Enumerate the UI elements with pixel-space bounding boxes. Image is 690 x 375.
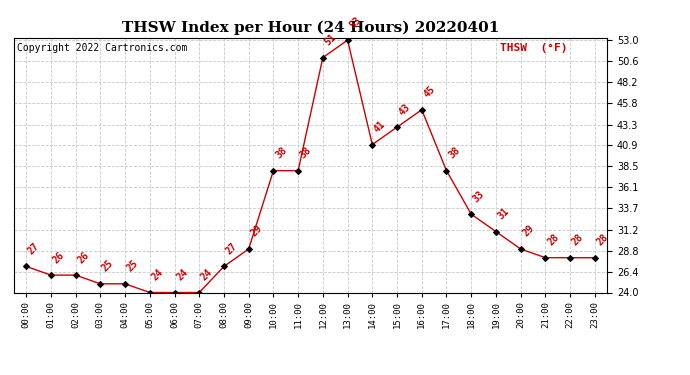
Text: 53: 53 bbox=[348, 15, 363, 30]
Text: 43: 43 bbox=[397, 102, 413, 117]
Point bbox=[95, 281, 106, 287]
Point bbox=[144, 290, 155, 296]
Point bbox=[169, 290, 180, 296]
Point bbox=[317, 54, 328, 60]
Point bbox=[540, 255, 551, 261]
Text: 41: 41 bbox=[373, 119, 388, 135]
Point bbox=[194, 290, 205, 296]
Text: 27: 27 bbox=[224, 241, 239, 256]
Text: 25: 25 bbox=[125, 258, 141, 274]
Point bbox=[268, 168, 279, 174]
Text: 28: 28 bbox=[595, 232, 610, 248]
Text: 26: 26 bbox=[76, 250, 91, 265]
Text: 29: 29 bbox=[248, 224, 264, 239]
Point bbox=[219, 263, 230, 269]
Text: 38: 38 bbox=[446, 145, 462, 160]
Text: 28: 28 bbox=[570, 232, 586, 248]
Point bbox=[119, 281, 130, 287]
Point bbox=[466, 211, 477, 217]
Text: 24: 24 bbox=[150, 267, 165, 282]
Text: 24: 24 bbox=[175, 267, 190, 282]
Text: 33: 33 bbox=[471, 189, 486, 204]
Point bbox=[367, 141, 378, 147]
Point bbox=[441, 168, 452, 174]
Text: 27: 27 bbox=[26, 241, 41, 256]
Point bbox=[416, 107, 427, 113]
Point bbox=[564, 255, 575, 261]
Text: 38: 38 bbox=[298, 145, 313, 160]
Point bbox=[243, 246, 254, 252]
Text: 24: 24 bbox=[199, 267, 215, 282]
Text: 51: 51 bbox=[323, 32, 338, 47]
Text: 29: 29 bbox=[521, 224, 536, 239]
Point bbox=[391, 124, 402, 130]
Text: 45: 45 bbox=[422, 84, 437, 100]
Point bbox=[293, 168, 304, 174]
Point bbox=[515, 246, 526, 252]
Title: THSW Index per Hour (24 Hours) 20220401: THSW Index per Hour (24 Hours) 20220401 bbox=[122, 21, 499, 35]
Point bbox=[46, 272, 57, 278]
Text: 31: 31 bbox=[496, 206, 511, 222]
Point bbox=[342, 37, 353, 43]
Text: 25: 25 bbox=[100, 258, 116, 274]
Point bbox=[70, 272, 81, 278]
Point bbox=[589, 255, 600, 261]
Point bbox=[491, 229, 502, 235]
Text: 28: 28 bbox=[545, 232, 561, 248]
Point bbox=[21, 263, 32, 269]
Text: THSW  (°F): THSW (°F) bbox=[500, 43, 568, 52]
Text: Copyright 2022 Cartronics.com: Copyright 2022 Cartronics.com bbox=[17, 43, 187, 52]
Text: 38: 38 bbox=[273, 145, 289, 160]
Text: 26: 26 bbox=[51, 250, 66, 265]
